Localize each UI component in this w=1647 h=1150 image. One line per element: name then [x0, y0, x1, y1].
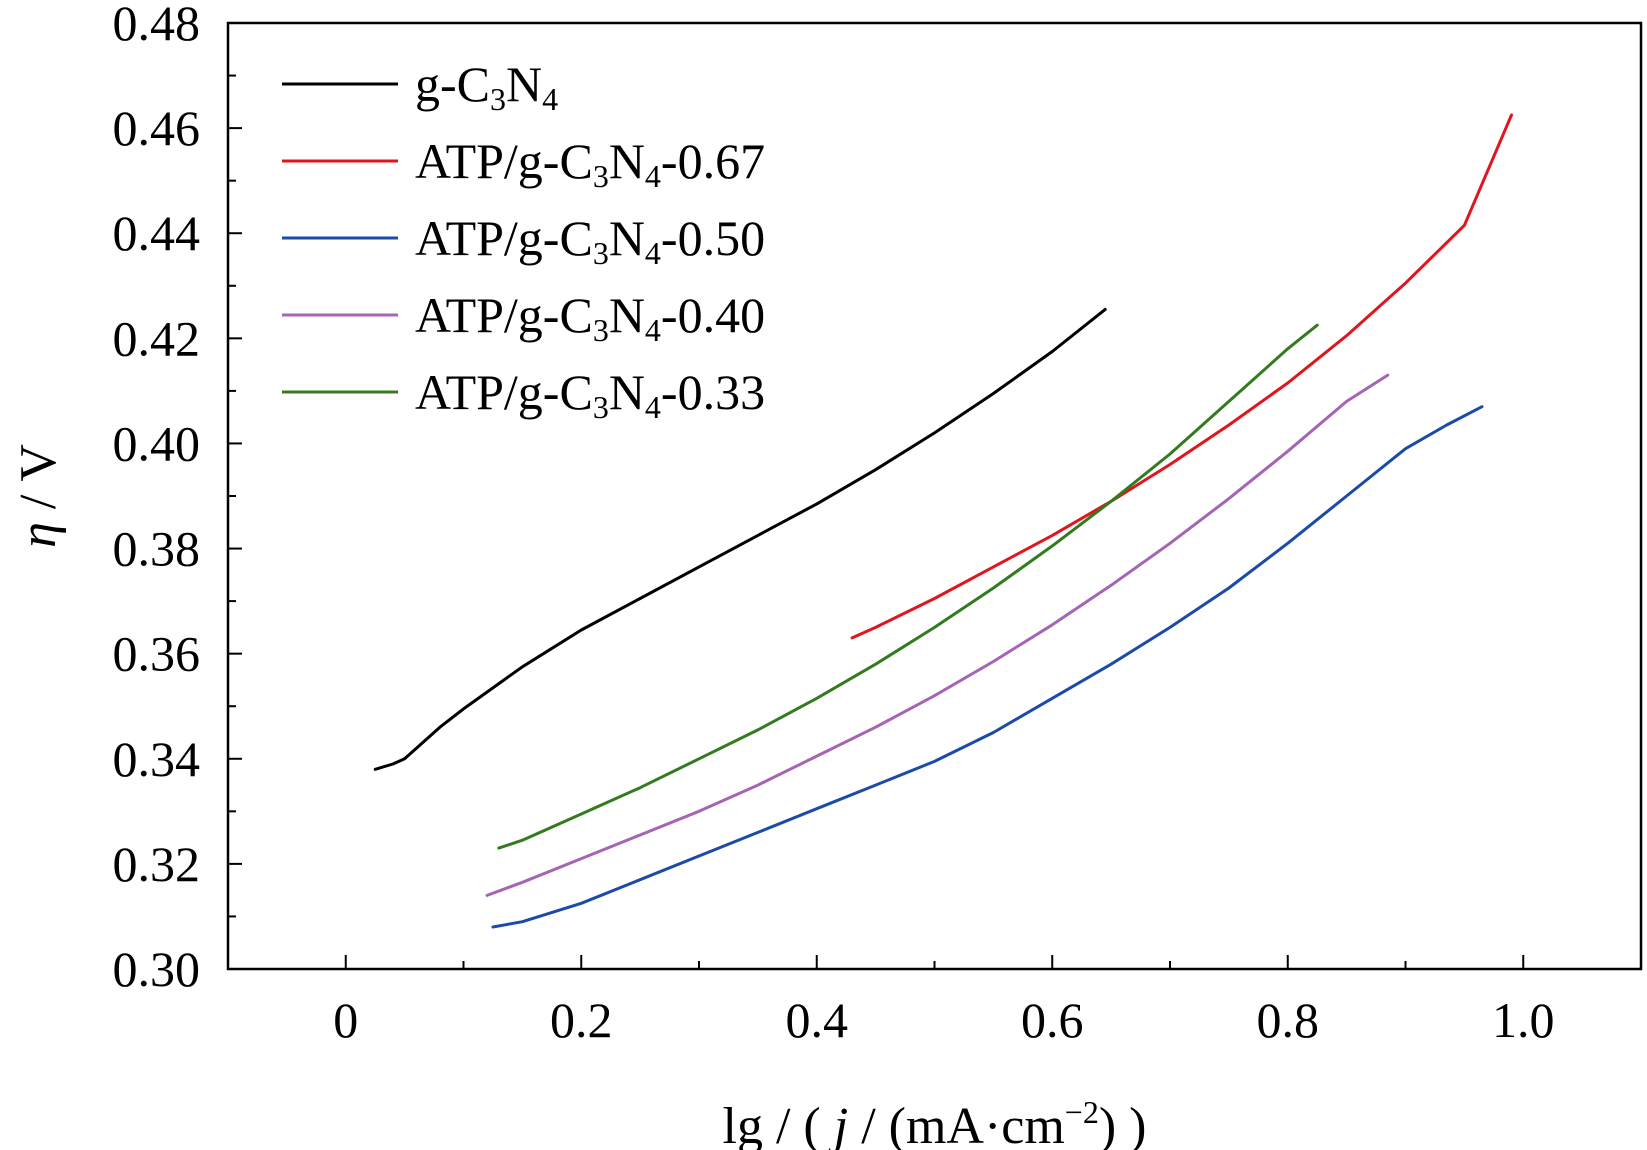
y-tick-label: 0.30 [113, 941, 201, 997]
legend-entry: ATP/g-C3N4-0.33 [415, 364, 765, 425]
legend-entry: ATP/g-C3N4-0.67 [415, 133, 765, 194]
y-tick-label: 0.42 [113, 310, 201, 366]
series-line [850, 113, 1513, 640]
subscript: 4 [645, 312, 661, 348]
x-axis-label: lg / ( j / (mA·cm−2) ) [723, 1094, 1147, 1150]
x-tick-label: 0.6 [1021, 992, 1084, 1048]
y-tick-label: 0.40 [113, 415, 201, 471]
subscript: 4 [645, 389, 661, 425]
y-tick-label: 0.46 [113, 100, 201, 156]
superscript: −2 [1065, 1094, 1099, 1130]
y-tick-label: 0.36 [113, 626, 201, 682]
series-line [373, 307, 1107, 771]
subscript: 3 [490, 81, 506, 117]
subscript: 4 [645, 235, 661, 271]
series-line [491, 405, 1484, 929]
legend-entry: ATP/g-C3N4-0.40 [415, 287, 765, 348]
subscript: 3 [593, 312, 609, 348]
legend-entry: g-C3N4 [415, 56, 558, 117]
series-line [485, 373, 1390, 897]
subscript: 3 [593, 235, 609, 271]
subscript: 4 [542, 81, 558, 117]
subscript: 4 [645, 158, 661, 194]
x-tick-label: 0.2 [550, 992, 613, 1048]
series-line [497, 323, 1319, 850]
legend: g-C3N4 ATP/g-C3N4-0.67 ATP/g-C3N4-0.50 ATP/… [282, 56, 765, 425]
x-tick-label: 1.0 [1492, 992, 1555, 1048]
subscript: 3 [593, 389, 609, 425]
y-tick-label: 0.48 [113, 0, 201, 51]
x-tick-label: 0 [333, 992, 358, 1048]
y-axis-label: η / V [10, 444, 67, 548]
series-layer [373, 113, 1513, 929]
y-tick-label: 0.34 [113, 731, 201, 787]
ticks-layer: 0 0.2 0.4 0.6 0.8 1.0 0.30 0.32 0.34 0.36 0.38 0.40… [113, 0, 1555, 1048]
x-tick-label: 0.8 [1257, 992, 1320, 1048]
y-tick-label: 0.32 [113, 836, 201, 892]
axis-labels: lg / ( j / (mA·cm−2) ) η / V [10, 444, 1146, 1150]
subscript: 3 [593, 158, 609, 194]
legend-entry: ATP/g-C3N4-0.50 [415, 210, 765, 271]
y-tick-label: 0.44 [113, 205, 201, 261]
y-tick-label: 0.38 [113, 521, 201, 577]
x-tick-label: 0.4 [786, 992, 849, 1048]
